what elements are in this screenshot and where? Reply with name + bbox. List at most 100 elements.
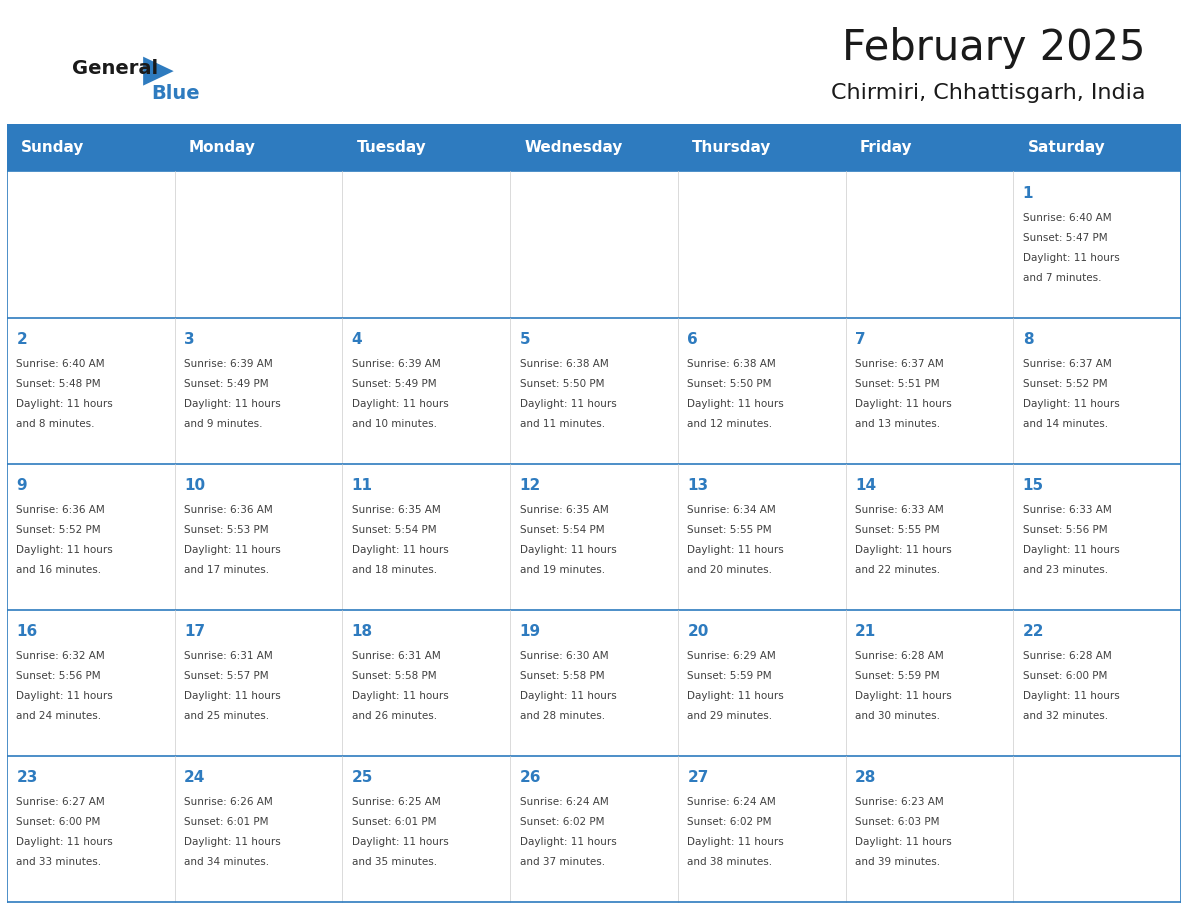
Text: 11: 11	[352, 478, 373, 493]
Text: Sunset: 5:58 PM: Sunset: 5:58 PM	[352, 671, 436, 681]
Text: 1: 1	[1023, 186, 1034, 201]
Text: 24: 24	[184, 770, 206, 786]
Text: and 13 minutes.: and 13 minutes.	[855, 419, 940, 429]
Text: Sunset: 6:02 PM: Sunset: 6:02 PM	[687, 817, 772, 827]
Text: Sunset: 5:50 PM: Sunset: 5:50 PM	[687, 379, 772, 389]
Text: February 2025: February 2025	[842, 27, 1146, 69]
Text: 17: 17	[184, 624, 206, 639]
Text: and 8 minutes.: and 8 minutes.	[17, 419, 95, 429]
Text: Sunrise: 6:23 AM: Sunrise: 6:23 AM	[855, 798, 943, 808]
Text: Daylight: 11 hours: Daylight: 11 hours	[184, 837, 280, 847]
Text: and 18 minutes.: and 18 minutes.	[352, 565, 437, 575]
Text: Daylight: 11 hours: Daylight: 11 hours	[855, 399, 952, 409]
Text: Daylight: 11 hours: Daylight: 11 hours	[855, 691, 952, 701]
Text: and 10 minutes.: and 10 minutes.	[352, 419, 437, 429]
Text: 20: 20	[687, 624, 708, 639]
Text: and 33 minutes.: and 33 minutes.	[17, 857, 101, 868]
Text: Daylight: 11 hours: Daylight: 11 hours	[1023, 545, 1119, 555]
Text: Sunset: 5:51 PM: Sunset: 5:51 PM	[855, 379, 940, 389]
Text: 16: 16	[17, 624, 38, 639]
Text: and 28 minutes.: and 28 minutes.	[519, 711, 605, 721]
Text: Sunrise: 6:31 AM: Sunrise: 6:31 AM	[352, 652, 441, 661]
Text: 2: 2	[17, 332, 27, 347]
Text: and 26 minutes.: and 26 minutes.	[352, 711, 437, 721]
Text: Sunrise: 6:38 AM: Sunrise: 6:38 AM	[519, 359, 608, 369]
Text: and 30 minutes.: and 30 minutes.	[855, 711, 940, 721]
Text: Wednesday: Wednesday	[524, 140, 623, 155]
Text: Sunrise: 6:24 AM: Sunrise: 6:24 AM	[687, 798, 776, 808]
Text: 19: 19	[519, 624, 541, 639]
Text: Sunrise: 6:25 AM: Sunrise: 6:25 AM	[352, 798, 441, 808]
Text: Saturday: Saturday	[1028, 140, 1105, 155]
Text: 18: 18	[352, 624, 373, 639]
Text: Sunset: 5:56 PM: Sunset: 5:56 PM	[1023, 525, 1107, 535]
Text: Daylight: 11 hours: Daylight: 11 hours	[352, 399, 449, 409]
Text: 28: 28	[855, 770, 877, 786]
Text: Tuesday: Tuesday	[356, 140, 426, 155]
Text: Sunrise: 6:40 AM: Sunrise: 6:40 AM	[17, 359, 105, 369]
Text: 27: 27	[687, 770, 708, 786]
Text: Sunrise: 6:33 AM: Sunrise: 6:33 AM	[1023, 505, 1112, 515]
Text: and 25 minutes.: and 25 minutes.	[184, 711, 270, 721]
Text: Sunrise: 6:29 AM: Sunrise: 6:29 AM	[687, 652, 776, 661]
Text: Daylight: 11 hours: Daylight: 11 hours	[352, 837, 449, 847]
Text: Sunrise: 6:37 AM: Sunrise: 6:37 AM	[1023, 359, 1112, 369]
Text: 10: 10	[184, 478, 206, 493]
Text: and 7 minutes.: and 7 minutes.	[1023, 273, 1101, 283]
Text: Sunrise: 6:35 AM: Sunrise: 6:35 AM	[519, 505, 608, 515]
Text: and 34 minutes.: and 34 minutes.	[184, 857, 270, 868]
Text: Daylight: 11 hours: Daylight: 11 hours	[352, 545, 449, 555]
Text: and 23 minutes.: and 23 minutes.	[1023, 565, 1108, 575]
Text: and 11 minutes.: and 11 minutes.	[519, 419, 605, 429]
Text: 14: 14	[855, 478, 876, 493]
Text: Sunset: 5:55 PM: Sunset: 5:55 PM	[687, 525, 772, 535]
Text: Sunset: 5:59 PM: Sunset: 5:59 PM	[855, 671, 940, 681]
Text: Sunset: 5:49 PM: Sunset: 5:49 PM	[184, 379, 268, 389]
Text: Daylight: 11 hours: Daylight: 11 hours	[17, 399, 113, 409]
Text: Daylight: 11 hours: Daylight: 11 hours	[687, 837, 784, 847]
Text: Sunset: 5:49 PM: Sunset: 5:49 PM	[352, 379, 436, 389]
Text: Blue: Blue	[151, 84, 200, 103]
Text: 21: 21	[855, 624, 877, 639]
Text: Daylight: 11 hours: Daylight: 11 hours	[1023, 399, 1119, 409]
Text: Sunrise: 6:37 AM: Sunrise: 6:37 AM	[855, 359, 943, 369]
Text: Daylight: 11 hours: Daylight: 11 hours	[1023, 691, 1119, 701]
Text: Sunrise: 6:31 AM: Sunrise: 6:31 AM	[184, 652, 273, 661]
Text: Sunrise: 6:34 AM: Sunrise: 6:34 AM	[687, 505, 776, 515]
Text: Daylight: 11 hours: Daylight: 11 hours	[17, 837, 113, 847]
Text: and 35 minutes.: and 35 minutes.	[352, 857, 437, 868]
Text: Daylight: 11 hours: Daylight: 11 hours	[519, 691, 617, 701]
Text: 4: 4	[352, 332, 362, 347]
Text: Daylight: 11 hours: Daylight: 11 hours	[519, 545, 617, 555]
Text: Sunday: Sunday	[21, 140, 84, 155]
Text: and 20 minutes.: and 20 minutes.	[687, 565, 772, 575]
Text: Sunrise: 6:38 AM: Sunrise: 6:38 AM	[687, 359, 776, 369]
Text: and 22 minutes.: and 22 minutes.	[855, 565, 940, 575]
Text: and 16 minutes.: and 16 minutes.	[17, 565, 101, 575]
Text: Sunrise: 6:39 AM: Sunrise: 6:39 AM	[184, 359, 273, 369]
Text: and 24 minutes.: and 24 minutes.	[17, 711, 101, 721]
Text: Sunrise: 6:24 AM: Sunrise: 6:24 AM	[519, 798, 608, 808]
Text: Daylight: 11 hours: Daylight: 11 hours	[1023, 252, 1119, 263]
Text: Sunrise: 6:27 AM: Sunrise: 6:27 AM	[17, 798, 105, 808]
Text: Sunset: 5:52 PM: Sunset: 5:52 PM	[17, 525, 101, 535]
Text: Sunset: 5:52 PM: Sunset: 5:52 PM	[1023, 379, 1107, 389]
Text: 23: 23	[17, 770, 38, 786]
Text: Sunset: 5:57 PM: Sunset: 5:57 PM	[184, 671, 268, 681]
Text: Sunrise: 6:35 AM: Sunrise: 6:35 AM	[352, 505, 441, 515]
Text: Sunset: 5:55 PM: Sunset: 5:55 PM	[855, 525, 940, 535]
Text: Daylight: 11 hours: Daylight: 11 hours	[687, 545, 784, 555]
Text: Sunset: 6:01 PM: Sunset: 6:01 PM	[352, 817, 436, 827]
Text: 5: 5	[519, 332, 530, 347]
Text: 22: 22	[1023, 624, 1044, 639]
Text: 7: 7	[855, 332, 866, 347]
Text: Daylight: 11 hours: Daylight: 11 hours	[687, 399, 784, 409]
Text: and 17 minutes.: and 17 minutes.	[184, 565, 270, 575]
Text: Daylight: 11 hours: Daylight: 11 hours	[184, 691, 280, 701]
Text: Daylight: 11 hours: Daylight: 11 hours	[687, 691, 784, 701]
Text: Sunset: 6:03 PM: Sunset: 6:03 PM	[855, 817, 940, 827]
Text: Sunrise: 6:33 AM: Sunrise: 6:33 AM	[855, 505, 943, 515]
Text: Sunrise: 6:32 AM: Sunrise: 6:32 AM	[17, 652, 105, 661]
Text: and 14 minutes.: and 14 minutes.	[1023, 419, 1108, 429]
Polygon shape	[143, 57, 173, 85]
